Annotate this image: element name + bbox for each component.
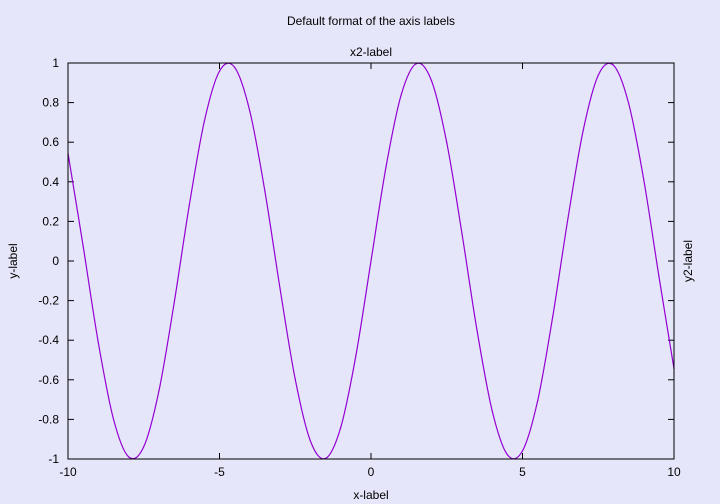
series-point bbox=[461, 232, 463, 234]
series-point bbox=[309, 440, 311, 442]
y-tick-label: 0 bbox=[52, 254, 59, 268]
series-point bbox=[370, 260, 372, 262]
series-point bbox=[385, 165, 387, 167]
series-point bbox=[355, 355, 357, 357]
axis-tick-labels: -10 -5 0 5 10 -1 -0.8 -0.6 -0.4 -0.2 0 0.2 0.4 0.6 0.8… bbox=[38, 56, 681, 479]
y-tick-label: -0.4 bbox=[38, 333, 59, 347]
series-point bbox=[597, 74, 599, 76]
y-tick-label: -0.2 bbox=[38, 294, 59, 308]
series-point bbox=[612, 64, 615, 66]
series-point bbox=[143, 446, 145, 448]
series-point bbox=[173, 302, 175, 305]
x-tick-label: -5 bbox=[214, 465, 225, 479]
series-point bbox=[340, 426, 342, 429]
series-point bbox=[491, 410, 493, 412]
series-point bbox=[279, 288, 281, 290]
series-point bbox=[658, 275, 660, 277]
series-point bbox=[158, 390, 160, 392]
chart-title: Default format of the axis labels bbox=[287, 14, 455, 28]
series-point bbox=[249, 110, 251, 112]
x-tick-label: 0 bbox=[368, 465, 375, 479]
y-tick-label: -1 bbox=[48, 452, 59, 466]
series-point bbox=[82, 245, 84, 247]
x-tick-label: -10 bbox=[59, 465, 77, 479]
series-point bbox=[97, 341, 99, 344]
series-point bbox=[188, 205, 190, 207]
series-point bbox=[203, 120, 205, 122]
series-point bbox=[627, 102, 630, 104]
y2-axis-label: y2-label bbox=[681, 240, 695, 282]
series-point bbox=[234, 66, 236, 68]
series-point bbox=[552, 315, 554, 317]
series-point bbox=[400, 93, 402, 96]
y-tick-label: -0.8 bbox=[38, 412, 59, 426]
y-tick-label: 0.2 bbox=[42, 214, 59, 228]
series-point bbox=[218, 70, 221, 72]
x-axis-label: x-label bbox=[353, 488, 388, 502]
series-point bbox=[506, 454, 508, 456]
series-point bbox=[476, 329, 478, 332]
series-point bbox=[431, 80, 433, 82]
series-point bbox=[128, 456, 130, 458]
series-point bbox=[264, 190, 266, 193]
x-tick-label: 10 bbox=[667, 465, 681, 479]
y-tick-label: 1 bbox=[52, 56, 59, 70]
x2-axis-label: x2-label bbox=[350, 45, 392, 59]
y-tick-label: -0.6 bbox=[38, 373, 59, 387]
series-point bbox=[112, 418, 115, 420]
series-point bbox=[294, 378, 296, 381]
series-point bbox=[521, 450, 524, 452]
series-point bbox=[446, 141, 448, 144]
series-point bbox=[567, 217, 569, 220]
y-tick-label: 0.6 bbox=[42, 135, 59, 149]
y-axis-label: y-label bbox=[6, 243, 20, 278]
plot-frame bbox=[67, 62, 675, 460]
y-tick-label: 0.4 bbox=[42, 175, 59, 189]
y-tick-label: 0.8 bbox=[42, 96, 59, 110]
series-point bbox=[582, 130, 584, 132]
series-point bbox=[643, 178, 645, 181]
x-tick-label: 5 bbox=[519, 465, 526, 479]
series-point bbox=[537, 400, 539, 402]
